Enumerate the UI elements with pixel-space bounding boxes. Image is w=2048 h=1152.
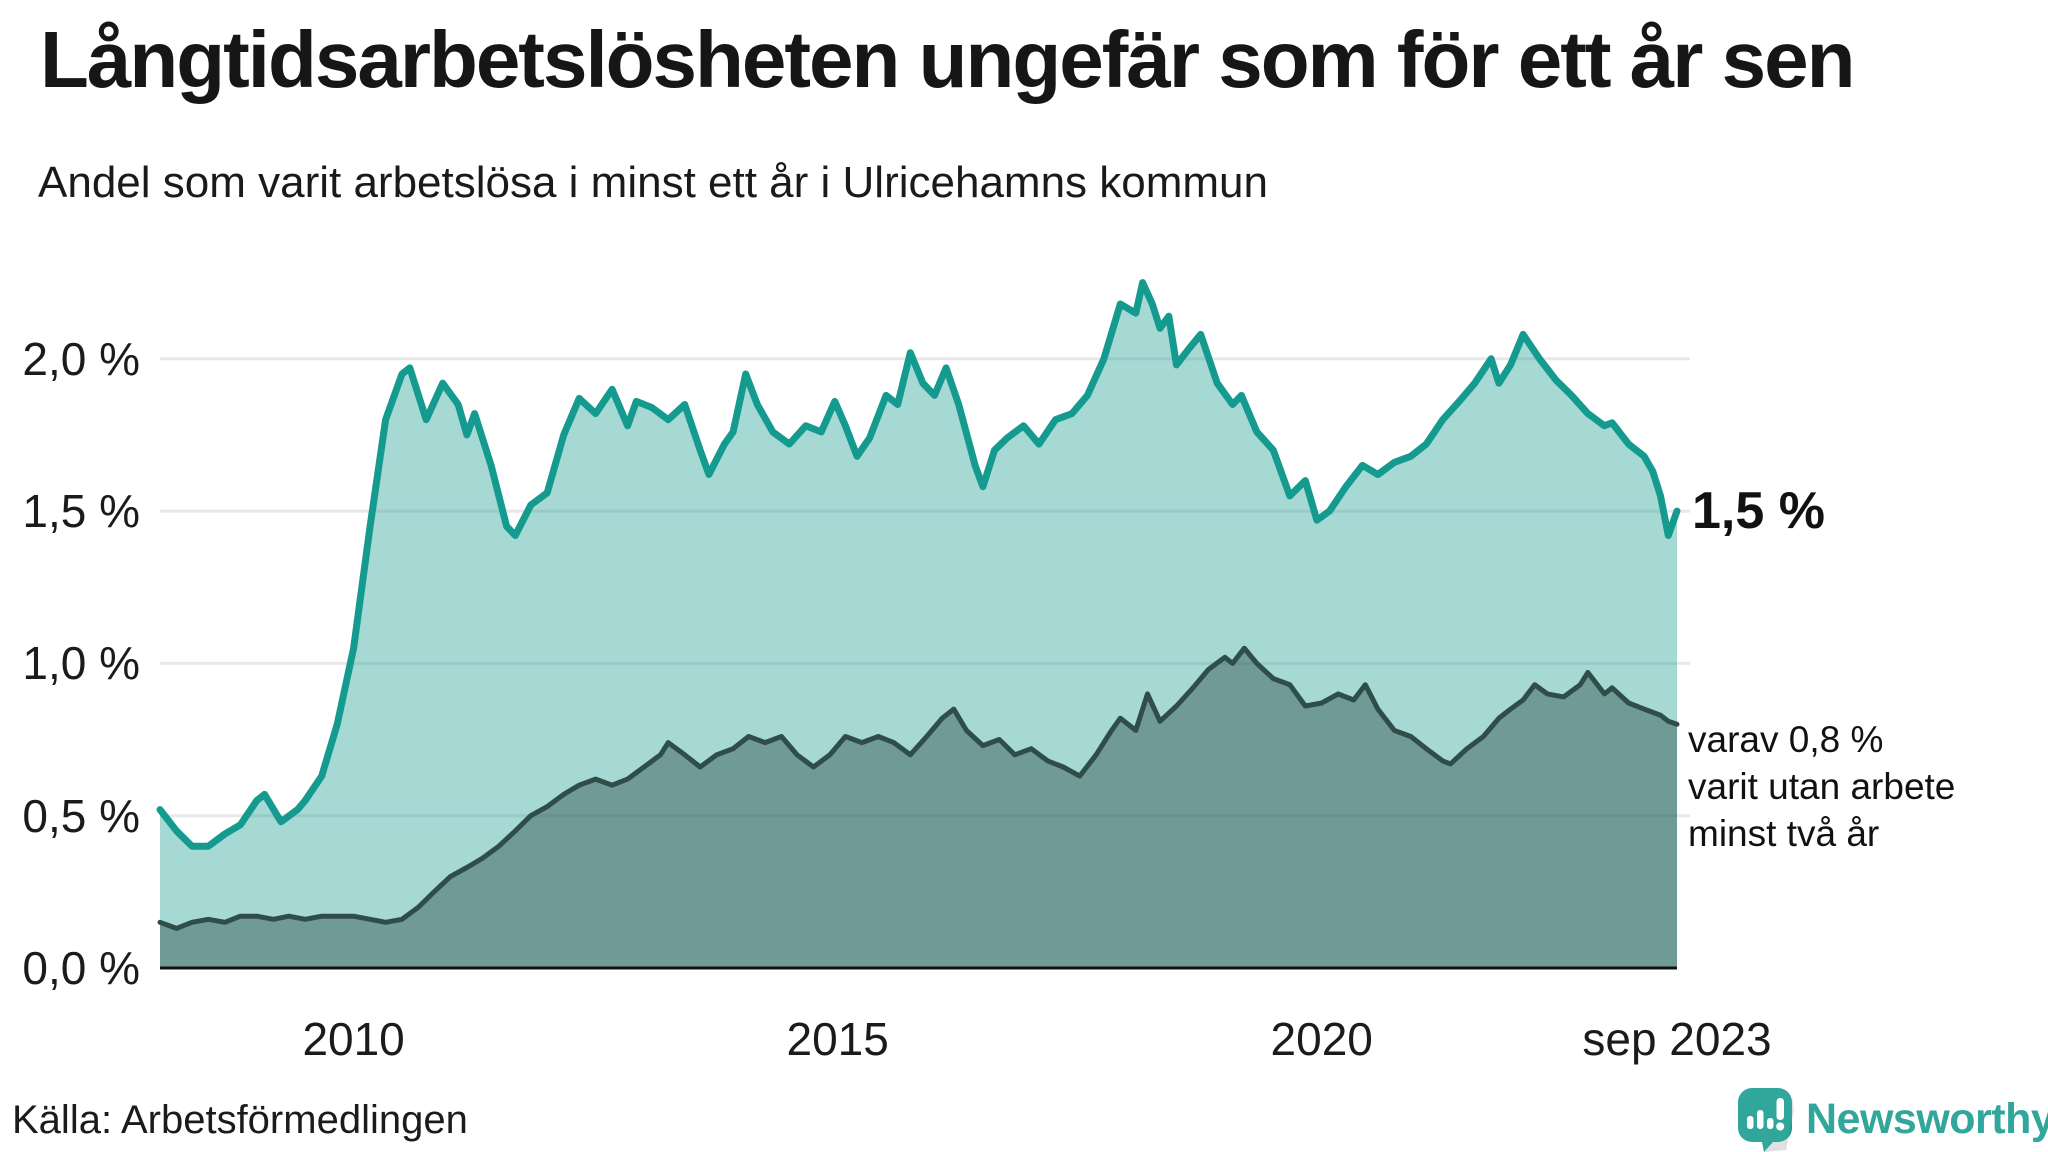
- source-credit: Källa: Arbetsförmedlingen: [12, 1098, 468, 1142]
- y-tick-label: 1,5 %: [22, 485, 140, 538]
- y-tick-label: 1,0 %: [22, 637, 140, 690]
- x-tick-label: 2020: [1270, 1013, 1373, 1065]
- y-tick-label: 0,5 %: [22, 789, 140, 842]
- page-title: Långtidsarbetslösheten ungefär som för e…: [40, 15, 1855, 104]
- area-fill-two-years: [160, 648, 1677, 968]
- line-two-years: [157, 645, 1680, 931]
- newsworthy-logo-text: Newsworthy: [1806, 1094, 2048, 1143]
- newsworthy-logo: Newsworthy: [1736, 1086, 2048, 1152]
- line-one-year: [156, 279, 1681, 850]
- x-tick-label: 2015: [786, 1013, 889, 1065]
- y-tick-label: 2,0 %: [22, 332, 140, 385]
- page-subtitle: Andel som varit arbetslösa i minst ett å…: [38, 158, 1268, 207]
- area-fill-one-year: [160, 282, 1677, 969]
- series-end-label-total: 1,5 %: [1692, 482, 1825, 540]
- x-tick-label: 2010: [302, 1013, 405, 1065]
- y-tick-label: 0,0 %: [22, 942, 140, 994]
- x-tick-label: sep 2023: [1582, 1013, 1772, 1065]
- newsworthy-logo-icon: [1738, 1088, 1794, 1152]
- series-end-label-two-years: varav 0,8 % varit utan arbete minst två …: [1688, 719, 1956, 854]
